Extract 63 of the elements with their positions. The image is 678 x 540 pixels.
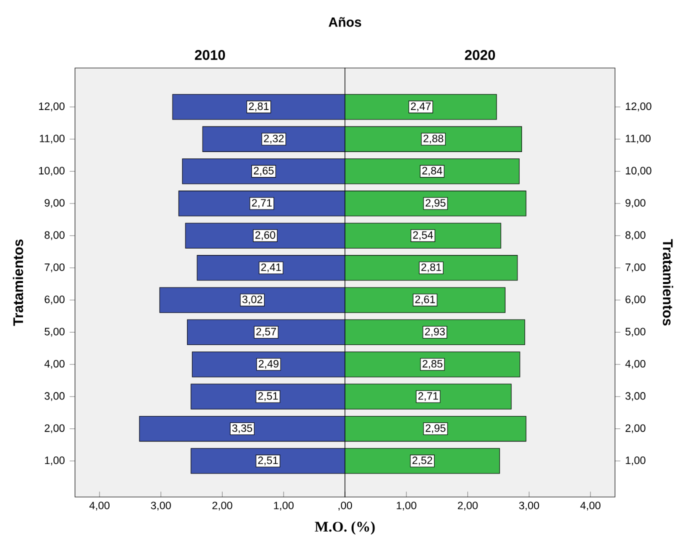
data-label: 2,84 <box>422 166 442 176</box>
data-label: 2,57 <box>256 328 276 337</box>
y-tick-label: 10,00 <box>39 166 65 176</box>
x-tick-label: 3,00 <box>150 502 171 511</box>
data-label: 2,49 <box>258 360 278 369</box>
y-tick-label: 4,00 <box>625 360 646 369</box>
data-label: 3,35 <box>232 424 252 434</box>
x-tick-label: 1,00 <box>274 502 294 511</box>
data-label: 2,47 <box>410 102 431 112</box>
x-tick-label: 4,00 <box>580 502 600 511</box>
y-tick-label: 6,00 <box>626 296 646 304</box>
y-axis-title: Tratamientos <box>662 239 674 326</box>
y-tick-label: 10,00 <box>626 166 652 176</box>
data-label: 2,71 <box>252 199 272 208</box>
x-tick-label: 4,00 <box>89 502 110 511</box>
data-label: 2,51 <box>258 456 278 466</box>
y-tick-label: 9,00 <box>44 199 65 208</box>
data-label: 2,65 <box>254 166 274 176</box>
y-tick-label: 12,00 <box>39 102 65 112</box>
x-tick-label: 1,00 <box>396 502 416 511</box>
data-label: 2,81 <box>421 263 442 272</box>
data-label: 2,71 <box>418 392 438 401</box>
y-tick-label: 1,00 <box>626 456 646 466</box>
y-tick-label: 5,00 <box>625 328 646 337</box>
y-tick-label: 12,00 <box>626 102 652 112</box>
y-tick-label: 8,00 <box>626 231 646 240</box>
y-tick-label: 9,00 <box>626 199 646 208</box>
y-tick-label: 8,00 <box>44 231 65 240</box>
data-label: 2,81 <box>248 102 269 112</box>
data-label: 2,41 <box>261 263 281 272</box>
data-label: 2,95 <box>426 424 446 434</box>
y-tick-label: 7,00 <box>626 263 646 272</box>
data-label: 2,52 <box>412 456 432 466</box>
data-label: 2,54 <box>413 231 434 240</box>
data-label: 2,88 <box>424 134 444 144</box>
data-label: 2,60 <box>255 231 276 240</box>
y-tick-label: 6,00 <box>44 296 65 304</box>
y-tick-label: 2,00 <box>626 424 646 434</box>
y-tick-label: 11,00 <box>626 134 651 144</box>
data-label: 2,32 <box>264 134 284 144</box>
chart-title: 2010 <box>194 50 225 60</box>
data-label: 2,51 <box>258 392 278 401</box>
y-tick-label: 3,00 <box>44 392 65 401</box>
x-axis-title: M.O. (%) <box>314 521 375 535</box>
x-tick-label: 2,00 <box>458 502 478 511</box>
y-tick-label: 11,00 <box>40 134 65 144</box>
data-label: 3,02 <box>242 296 262 304</box>
x-tick-label: 3,00 <box>519 502 540 511</box>
data-label: 2,93 <box>425 328 445 337</box>
x-tick-label: 2,00 <box>212 502 232 511</box>
y-tick-label: 2,00 <box>44 424 65 434</box>
data-label: 2,95 <box>426 199 446 208</box>
y-tick-label: 4,00 <box>44 360 65 369</box>
y-tick-label: 5,00 <box>44 328 65 337</box>
text: Años <box>328 17 362 27</box>
y-axis-title: Tratamientos <box>12 240 24 326</box>
y-tick-label: 1,00 <box>45 456 65 466</box>
data-label: 2,85 <box>422 360 442 369</box>
data-label: 2,61 <box>415 296 435 304</box>
x-tick-label: ,00 <box>338 502 352 511</box>
y-tick-label: 7,00 <box>44 263 65 272</box>
chart-title: 2020 <box>464 50 495 60</box>
y-tick-label: 3,00 <box>625 392 646 401</box>
